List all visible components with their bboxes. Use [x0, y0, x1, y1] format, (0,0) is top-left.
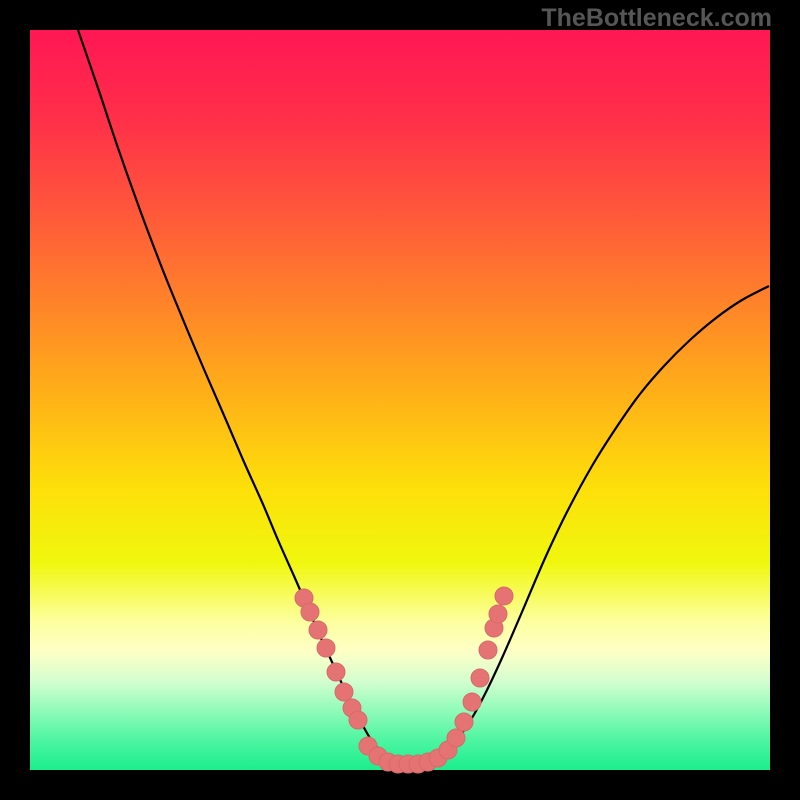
- data-marker: [455, 713, 473, 731]
- data-marker: [495, 587, 513, 605]
- data-marker: [447, 729, 465, 747]
- data-marker: [327, 663, 345, 681]
- data-marker: [479, 641, 497, 659]
- chart-container: TheBottleneck.com: [0, 0, 800, 800]
- watermark-text: TheBottleneck.com: [541, 4, 772, 33]
- data-marker: [349, 711, 367, 729]
- data-marker: [335, 683, 353, 701]
- plot-background: [30, 30, 770, 770]
- chart-svg: [0, 0, 800, 800]
- data-marker: [463, 693, 481, 711]
- data-marker: [317, 639, 335, 657]
- data-marker: [309, 621, 327, 639]
- data-marker: [471, 669, 489, 687]
- data-marker: [301, 603, 319, 621]
- data-marker: [489, 605, 507, 623]
